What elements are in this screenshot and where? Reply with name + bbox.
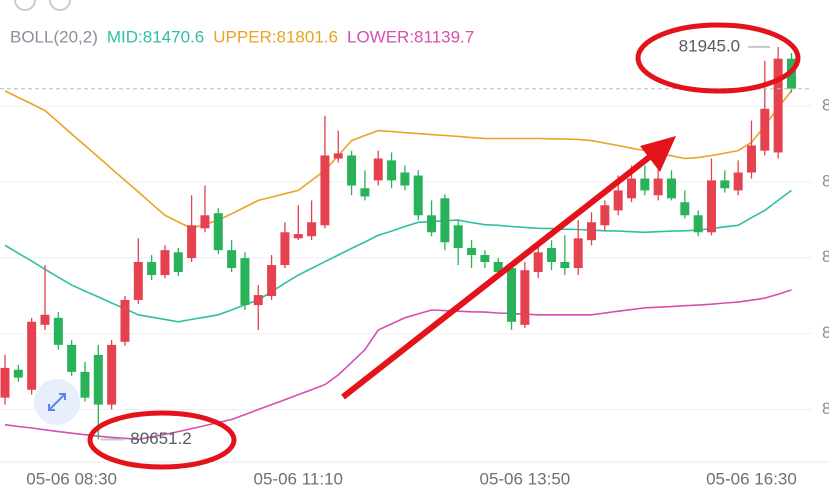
candle-body: [613, 190, 623, 211]
y-tick-label: 8: [822, 171, 829, 190]
candle-body: [627, 178, 637, 199]
legend-entry: UPPER:81801.6: [213, 27, 338, 46]
trend-arrow-head: [640, 136, 676, 172]
candle-body: [13, 369, 23, 378]
candle-body: [227, 250, 237, 269]
candle-body: [587, 222, 597, 241]
candle-body: [760, 108, 770, 151]
visibility-icon[interactable]: [14, 0, 36, 11]
candle-body: [387, 160, 397, 181]
candle-body: [453, 225, 463, 249]
candle-body: [240, 258, 250, 306]
legend-entry: LOWER:81139.7: [347, 27, 474, 46]
candle-body: [640, 178, 650, 191]
legend-entry: BOLL(20,2): [10, 27, 98, 46]
x-tick-label: 05-06 13:50: [479, 469, 570, 488]
candle-body: [213, 213, 223, 251]
candle-body: [733, 172, 743, 191]
candle-body: [373, 158, 383, 181]
band-line: [4, 289, 792, 441]
candle-body: [253, 295, 263, 306]
candle-body: [400, 172, 410, 186]
candle-body: [333, 153, 343, 159]
candle-body: [67, 344, 77, 372]
candle-body: [493, 262, 503, 273]
candle-body: [706, 180, 716, 233]
candle-body: [573, 238, 583, 269]
candle-body: [413, 175, 423, 216]
min-label: 80651.2: [130, 429, 191, 448]
candle-body: [107, 344, 117, 405]
candle-body: [93, 354, 103, 405]
candle-body: [173, 252, 183, 273]
candle-body: [693, 215, 703, 233]
candle-body: [27, 321, 37, 390]
candle-body: [547, 248, 557, 263]
candle-body: [600, 205, 610, 226]
band-line: [4, 189, 792, 323]
highlight-ellipse: [635, 22, 801, 94]
candle-body: [200, 215, 210, 229]
candle-body: [293, 234, 303, 239]
x-tick-label: 05-06 16:30: [706, 469, 797, 488]
candle-body: [427, 215, 437, 233]
legend-entry: MID:81470.6: [107, 27, 204, 46]
settings-icon[interactable]: [49, 0, 71, 11]
candle-body: [320, 155, 330, 226]
y-tick-label: 8: [822, 323, 829, 342]
y-tick-label: 8: [822, 247, 829, 266]
candle-body: [680, 202, 690, 216]
candle-body: [667, 178, 676, 199]
candles: [0, 46, 812, 440]
candle-body: [0, 367, 10, 398]
y-tick-label: 8: [822, 399, 829, 418]
candle-body: [160, 250, 170, 276]
candle-body: [187, 225, 197, 259]
candle-body: [467, 248, 477, 256]
grid: [0, 105, 812, 410]
candle-body: [80, 371, 90, 398]
candle-body: [120, 299, 130, 342]
candle-body: [773, 58, 783, 153]
max-label: 81945.0: [679, 36, 740, 55]
y-tick-label: 8: [822, 96, 829, 115]
candle-body: [480, 255, 490, 263]
expand-button[interactable]: [34, 379, 80, 425]
candle-body: [280, 232, 290, 266]
candle-body: [507, 268, 517, 322]
candle-body: [40, 314, 50, 325]
trend-arrow: [341, 152, 654, 400]
candle-body: [533, 252, 543, 273]
x-tick-label: 05-06 08:30: [26, 469, 117, 488]
candle-body: [520, 270, 530, 325]
candle-body: [720, 180, 730, 189]
candle-body: [307, 222, 317, 237]
x-tick-label: 05-06 11:10: [254, 469, 343, 488]
candle-body: [360, 188, 370, 197]
candle-body: [267, 265, 277, 296]
candle-body: [133, 262, 143, 300]
candle-body: [347, 155, 357, 186]
candle-body: [440, 198, 450, 243]
candle-body: [653, 178, 663, 196]
highlight-ellipse: [87, 410, 237, 470]
expand-icon: [48, 393, 66, 411]
candle-body: [147, 262, 157, 276]
candle-body: [746, 145, 756, 173]
labels: 8 8 8 8 8 BOLL(20,2) MID:81470.6 UPPER:81801.6 L…: [10, 27, 829, 488]
candle-body: [560, 262, 570, 269]
candle-body: [53, 317, 63, 345]
